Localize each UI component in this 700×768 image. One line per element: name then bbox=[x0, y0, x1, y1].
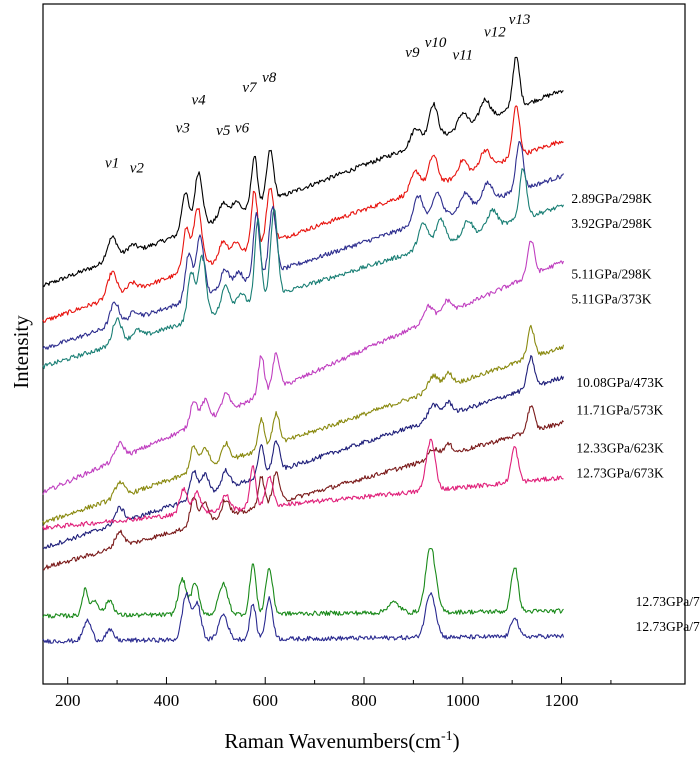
spectrum-line bbox=[42, 324, 565, 525]
x-tick-label: 600 bbox=[252, 691, 278, 710]
x-tick-label: 400 bbox=[154, 691, 180, 710]
plot-frame bbox=[42, 3, 686, 685]
series-label: 11.71GPa/573K bbox=[576, 403, 663, 418]
peak-label: v5 bbox=[216, 123, 231, 139]
spectrum-line bbox=[42, 168, 564, 370]
series-label: 3.92GPa/298K bbox=[571, 216, 652, 231]
series-label: 5.11GPa/298K bbox=[571, 267, 651, 282]
spectrum-line bbox=[42, 355, 565, 550]
y-axis-label: Intensity bbox=[9, 315, 33, 389]
peak-label: v9 bbox=[405, 45, 420, 61]
series-label: 12.73GPa/723K bbox=[636, 594, 700, 609]
spectrum-line bbox=[42, 548, 564, 619]
spectrum-line bbox=[42, 438, 564, 531]
series-labels: 2.89GPa/298K 3.92GPa/298K 5.11GPa/298K 5.11… bbox=[571, 191, 700, 634]
peak-label: v2 bbox=[130, 161, 145, 177]
peak-label: v10 bbox=[425, 35, 447, 51]
x-axis-label: Raman Wavenumbers(cm-1) bbox=[224, 729, 459, 753]
spectrum-line bbox=[42, 105, 564, 323]
series-label: 12.33GPa/623K bbox=[576, 440, 664, 455]
peak-label: v11 bbox=[452, 47, 473, 63]
x-axis-ticks: 200 400 600 800 1000 1200 bbox=[55, 677, 612, 710]
x-tick-label: 800 bbox=[351, 691, 377, 710]
peak-label: v1 bbox=[105, 156, 119, 172]
spectrum-line bbox=[42, 591, 565, 644]
x-tick-label: 1000 bbox=[446, 691, 480, 710]
series-label: 12.73GPa/773K bbox=[636, 619, 700, 634]
peak-label: v13 bbox=[509, 12, 531, 28]
x-tick-label: 200 bbox=[55, 691, 81, 710]
spectrum-line bbox=[42, 56, 564, 288]
series-label: 10.08GPa/473K bbox=[576, 375, 664, 390]
series-label: 12.73GPa/673K bbox=[576, 465, 664, 480]
peak-label: v8 bbox=[262, 70, 277, 86]
series-layer bbox=[42, 56, 565, 644]
peak-label: v12 bbox=[484, 25, 506, 41]
spectrum-line bbox=[42, 405, 564, 571]
peak-label: v7 bbox=[242, 80, 258, 96]
spectrum-line bbox=[42, 240, 565, 495]
peak-label: v6 bbox=[235, 120, 250, 136]
series-label: 2.89GPa/298K bbox=[571, 191, 652, 206]
x-tick-label: 1200 bbox=[545, 691, 579, 710]
series-label: 5.11GPa/373K bbox=[571, 292, 651, 307]
peak-label: v3 bbox=[176, 120, 190, 136]
peak-label: v4 bbox=[191, 93, 206, 109]
spectrum-line bbox=[42, 140, 564, 350]
